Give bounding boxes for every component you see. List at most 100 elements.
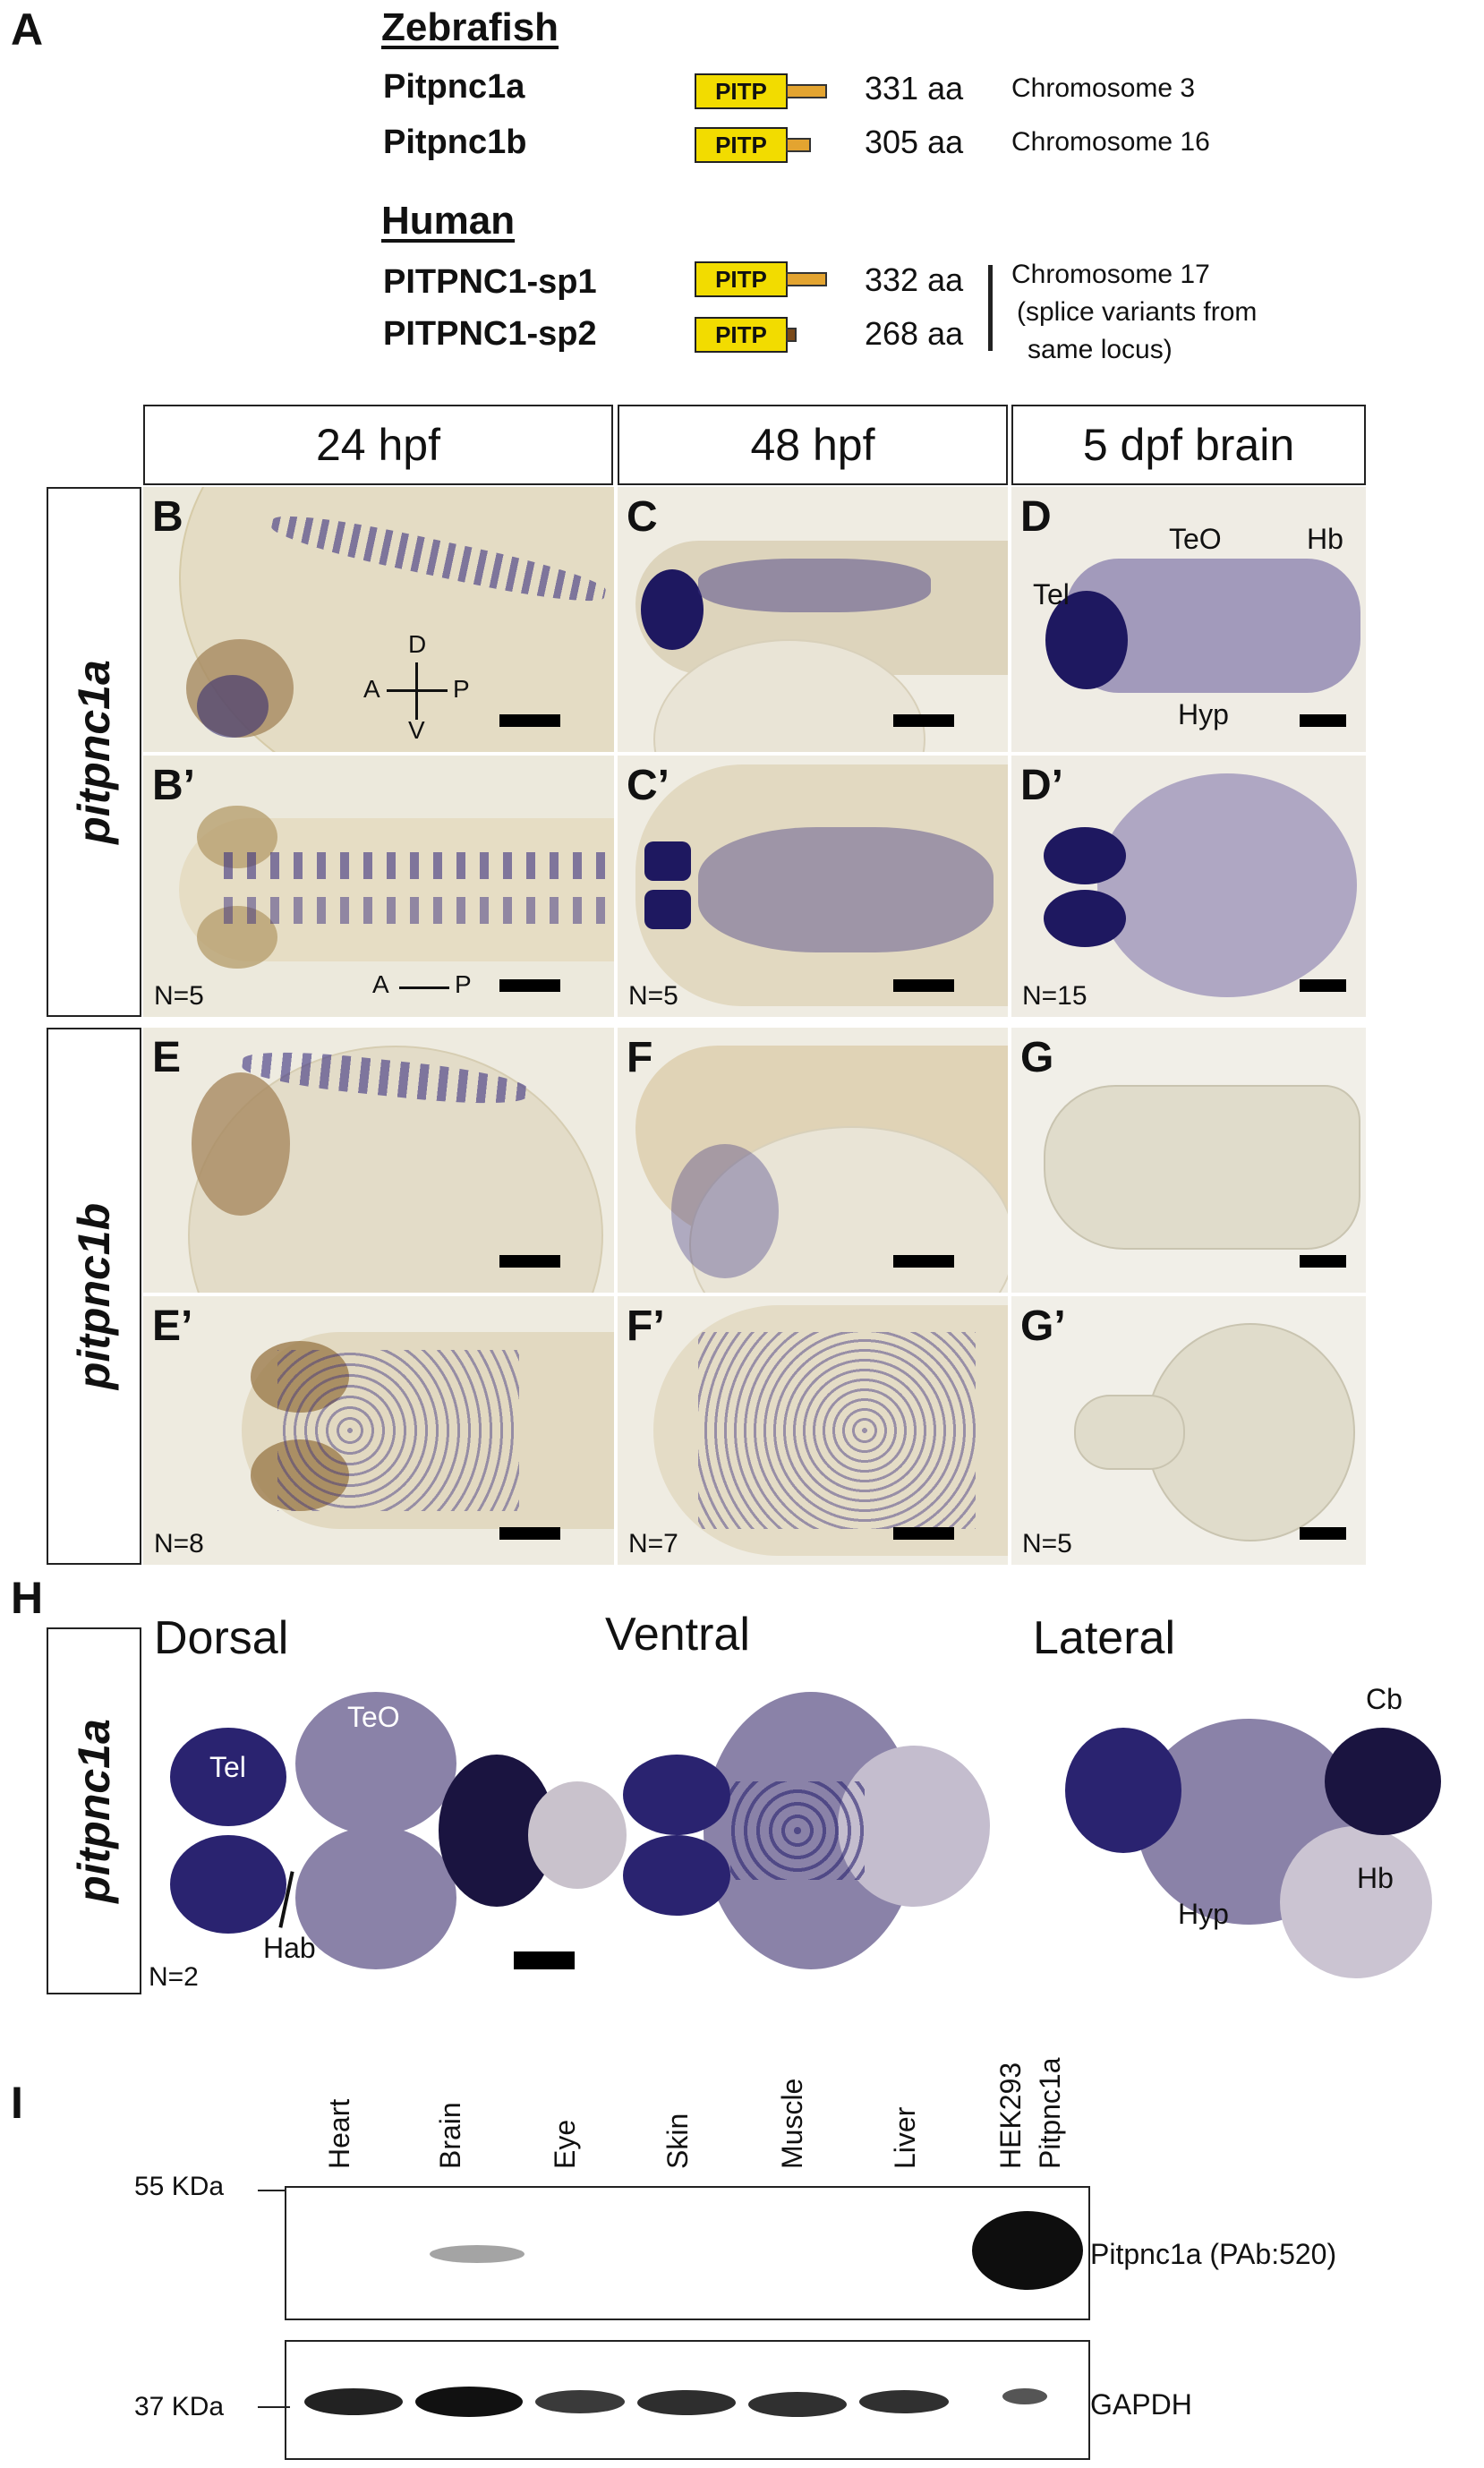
scale-bar — [1300, 979, 1346, 992]
row-label-pitpnc1a-h: pitpnc1a — [47, 1627, 141, 1994]
axis-line — [387, 689, 448, 692]
lane-label-heart: Heart — [323, 2098, 355, 2169]
brain-image-dorsal: Tel TeO — [161, 1692, 627, 1978]
zebrafish-heading: Zebrafish — [381, 5, 559, 49]
blot-band — [304, 2388, 403, 2415]
brain-image-ventral — [614, 1683, 999, 1978]
sample-count: N=5 — [628, 981, 678, 1011]
scale-bar — [893, 1527, 954, 1540]
image-panel-d: D TeO Hb Tel Hyp — [1011, 487, 1366, 752]
sample-count: N=7 — [628, 1529, 678, 1559]
western-blot-pitpnc1a — [285, 2186, 1090, 2320]
scale-bar — [1300, 1527, 1346, 1540]
brain-tissue — [295, 1692, 456, 1835]
lane-label-muscle: Muscle — [776, 2078, 808, 2169]
panel-letter-f: F — [627, 1034, 653, 1081]
image-panel-g-prime: G’ N=5 — [1011, 1296, 1366, 1565]
lane-label-liver: Liver — [889, 2106, 921, 2169]
lane-label-brain: Brain — [434, 2102, 466, 2169]
panel-letter-g: G — [1020, 1034, 1054, 1081]
blot-label-gapdh: GAPDH — [1090, 2388, 1192, 2421]
view-label-dorsal: Dorsal — [154, 1612, 289, 1664]
stain-region — [698, 1332, 976, 1529]
region-label-hyp: Hyp — [1178, 1898, 1229, 1930]
stain-region — [623, 1755, 730, 1835]
western-blot-gapdh — [285, 2340, 1090, 2460]
sample-count: N=5 — [154, 981, 204, 1011]
brain-tissue — [1074, 1395, 1185, 1470]
view-label-lateral: Lateral — [1033, 1612, 1175, 1664]
protein-name-pitpnc1a: Pitpnc1a — [383, 68, 525, 106]
scale-bar — [893, 979, 954, 992]
blot-band — [637, 2390, 736, 2415]
scale-bar — [893, 1255, 954, 1268]
region-label-teo: TeO — [1169, 523, 1222, 555]
column-header-48hpf: 48 hpf — [618, 405, 1008, 485]
stain-region — [644, 890, 691, 929]
image-panel-c-prime: C’ N=5 — [618, 756, 1008, 1017]
blot-band — [972, 2211, 1083, 2290]
stain-region — [277, 1350, 519, 1511]
chromosome-label: Chromosome 17 — [1011, 260, 1210, 289]
blot-label-pitpnc1a: Pitpnc1a (PAb:520) — [1090, 2238, 1337, 2270]
blot-band — [535, 2390, 625, 2413]
axis-p: P — [455, 970, 472, 998]
scale-bar — [499, 1255, 560, 1268]
scale-bar — [499, 714, 560, 727]
splice-note: (splice variants from — [1017, 297, 1258, 327]
row-label-pitpnc1b: pitpnc1b — [47, 1028, 141, 1565]
lane-label-eye: Eye — [549, 2119, 581, 2169]
protein-length: 305 aa — [865, 124, 964, 160]
stain-region — [1044, 890, 1126, 947]
row-label-pitpnc1a: pitpnc1a — [47, 487, 141, 1017]
image-panel-b: B D A P V — [143, 487, 614, 752]
scale-bar — [499, 979, 560, 992]
lane-label-hek293: HEK293 — [994, 2062, 1027, 2169]
region-label-tel: Tel — [209, 1751, 246, 1783]
protein-length: 268 aa — [865, 315, 964, 352]
axis-a: A — [363, 675, 380, 703]
axis-a: A — [372, 970, 389, 998]
column-header-5dpf: 5 dpf brain — [1011, 405, 1366, 485]
image-panel-f: F — [618, 1028, 1008, 1293]
embryo-body — [635, 764, 1008, 1006]
scale-bar — [499, 1527, 560, 1540]
image-panel-g: G — [1011, 1028, 1366, 1293]
protein-name-pitpnc1b: Pitpnc1b — [383, 124, 527, 161]
lane-label-skin: Skin — [661, 2113, 694, 2169]
panel-letter-e: E — [152, 1034, 182, 1081]
panel-letter-d-prime: D’ — [1020, 762, 1063, 809]
scale-bar — [1300, 714, 1346, 727]
eye — [641, 569, 704, 650]
region-label-tel: Tel — [1033, 578, 1070, 611]
protein-length: 332 aa — [865, 261, 964, 298]
pitp-domain-box: PITP — [695, 73, 788, 109]
image-panel-c: C — [618, 487, 1008, 752]
blot-band — [859, 2390, 949, 2413]
human-heading: Human — [381, 199, 516, 243]
eye — [251, 1341, 349, 1413]
stain-region — [730, 1781, 865, 1880]
stain-region — [698, 827, 994, 952]
axis-d: D — [408, 630, 427, 658]
region-label-hyp: Hyp — [1178, 698, 1229, 730]
blot-band — [748, 2392, 847, 2417]
stain-region — [1045, 591, 1128, 689]
region-label-cb: Cb — [1366, 1683, 1403, 1715]
lane-label-pitpnc1a: Pitpnc1a — [1034, 2057, 1066, 2169]
c-terminal-tail — [786, 84, 827, 98]
chromosome-label: Chromosome 16 — [1011, 127, 1210, 157]
stain-region — [170, 1835, 286, 1934]
protein-length: 331 aa — [865, 70, 964, 107]
blot-band — [430, 2245, 525, 2263]
panel-letter-c: C — [627, 493, 658, 541]
marker-37kda: 37 KDa — [134, 2392, 225, 2421]
axis-v: V — [408, 716, 425, 744]
brain-tissue — [1044, 1085, 1360, 1250]
stain-region — [1325, 1728, 1441, 1835]
scale-bar — [893, 714, 954, 727]
stain-region — [224, 897, 609, 924]
stain-region — [1044, 827, 1126, 884]
stain-region — [644, 841, 691, 881]
axis-line — [399, 986, 449, 989]
